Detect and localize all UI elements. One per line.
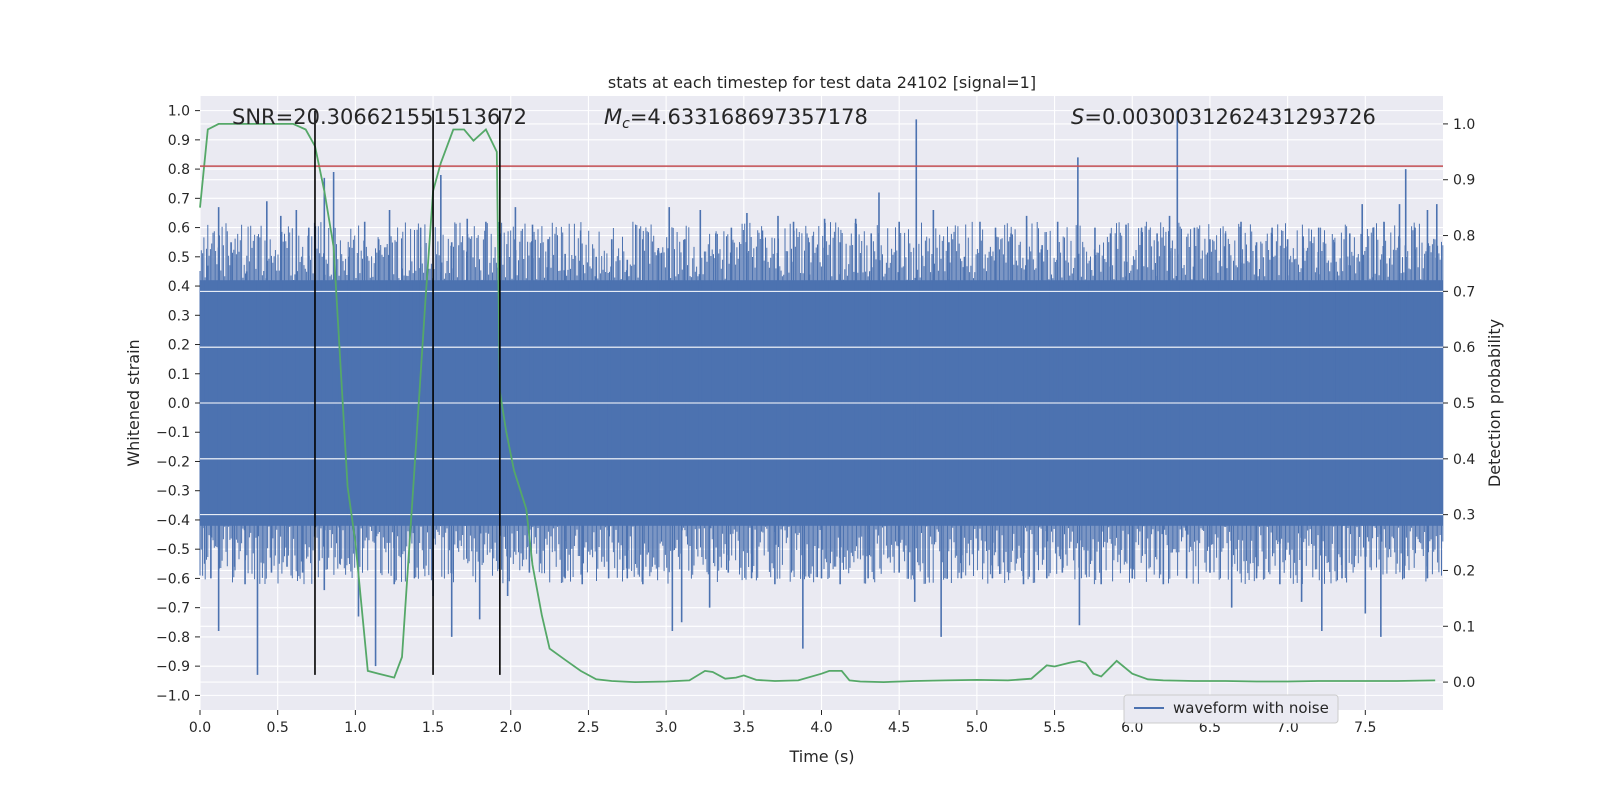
y-right-tick-label: 0.5: [1453, 396, 1475, 412]
x-tick-label: 6.0: [1121, 720, 1143, 736]
mc-annotation: Mc=4.633168697357178: [604, 105, 868, 132]
y-tick-label: 0.8: [168, 162, 190, 178]
y-axis-right-label: Detection probability: [1485, 319, 1504, 487]
y-right-tick-label: 0.2: [1453, 563, 1475, 579]
y-tick-label: −0.3: [156, 484, 190, 500]
y-tick-label: 1.0: [168, 104, 190, 120]
y-tick-label: −0.7: [156, 601, 190, 617]
waveform-noise: [199, 221, 1444, 585]
x-tick-label: 0.0: [189, 720, 211, 736]
x-tick-label: 0.5: [267, 720, 289, 736]
y-tick-label: 0.9: [168, 133, 190, 149]
markers: [200, 110, 1443, 675]
legend-box: [1123, 694, 1339, 724]
y-right-tick-label: 0.3: [1453, 508, 1475, 524]
y-tick-label: −0.9: [156, 659, 190, 675]
x-tick-label: 7.0: [1276, 720, 1298, 736]
y-tick-label: 0.0: [168, 396, 190, 412]
x-tick-label: 4.0: [810, 720, 832, 736]
y-right-tick-label: 0.4: [1453, 452, 1475, 468]
y-tick-label: −0.2: [156, 454, 190, 470]
x-tick-label: 2.0: [500, 720, 522, 736]
y-right-tick-label: 0.8: [1453, 229, 1475, 245]
waveform-series: [199, 110, 1444, 675]
y-tick-label: −0.6: [156, 571, 190, 587]
y-right-tick-label: 0.9: [1453, 173, 1475, 189]
y-tick-label: 0.1: [168, 367, 190, 383]
mc-value: =4.633168697357178: [630, 105, 868, 129]
mc-subscript: c: [622, 116, 630, 132]
x-tick-label: 1.5: [422, 720, 444, 736]
y-tick-label: 0.5: [168, 250, 190, 266]
y-right-tick-label: 0.1: [1453, 619, 1475, 635]
s-value: =0.0030031262431293726: [1084, 105, 1376, 129]
y-tick-label: 0.4: [168, 279, 190, 295]
y-tick-label: −1.0: [156, 688, 190, 704]
y-tick-label: −0.8: [156, 630, 190, 646]
x-tick-label: 2.5: [577, 720, 599, 736]
y-tick-label: 0.6: [168, 221, 190, 237]
y-right-tick-label: 0.0: [1453, 675, 1475, 691]
x-tick-label: 5.5: [1043, 720, 1065, 736]
x-tick-label: 3.5: [733, 720, 755, 736]
y-tick-label: 0.3: [168, 308, 190, 324]
ticks: 1.0 0.9 0.8 0.7 0.6 0.5 0.4 0.3 0.2 0.1 0.0 −0.1 −0.…: [156, 104, 1475, 736]
y-tick-label: 0.2: [168, 338, 190, 354]
x-tick-label: 1.0: [344, 720, 366, 736]
x-tick-label: 7.5: [1354, 720, 1376, 736]
mc-symbol: M: [604, 105, 622, 129]
y-right-tick-label: 0.6: [1453, 340, 1475, 356]
legend-label: waveform with noise: [1173, 699, 1329, 717]
y-tick-label: 0.7: [168, 191, 190, 207]
y-right-tick-label: 1.0: [1453, 117, 1475, 133]
probability-line: [199, 123, 1436, 684]
y-right-tick-label: 0.7: [1453, 284, 1475, 300]
chart-title: stats at each timestep for test data 241…: [608, 73, 1036, 92]
x-tick-label: 5.0: [966, 720, 988, 736]
s-annotation: S=0.0030031262431293726: [1071, 105, 1376, 129]
x-tick-label: 4.5: [888, 720, 910, 736]
snr-annotation: SNR=20.306621551513672: [232, 105, 527, 129]
probability-series: [199, 123, 1436, 684]
y-tick-label: −0.1: [156, 425, 190, 441]
x-tick-label: 6.5: [1199, 720, 1221, 736]
legend: waveform with noise: [1123, 694, 1339, 724]
x-tick-label: 3.0: [655, 720, 677, 736]
s-symbol: S: [1071, 105, 1084, 129]
x-axis-label: Time (s): [788, 747, 854, 766]
y-tick-label: −0.5: [156, 542, 190, 558]
y-axis-label: Whitened strain: [124, 339, 143, 466]
y-tick-label: −0.4: [156, 513, 190, 529]
